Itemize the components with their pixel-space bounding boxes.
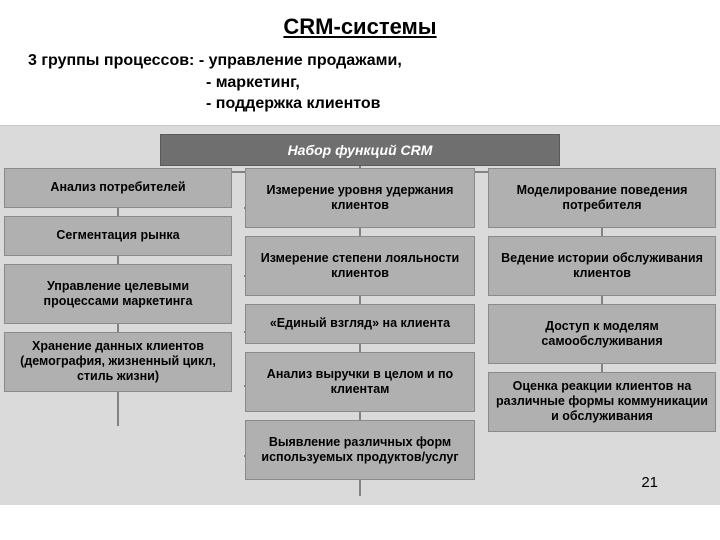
box-mid-4: Выявление различных форм используемых пр… (245, 420, 475, 480)
diagram-header: Набор функций CRM (160, 134, 560, 166)
intro-block: 3 группы процессов: - управление продажа… (0, 50, 720, 125)
diagram-columns: Анализ потребителей Сегментация рынка Уп… (0, 168, 720, 480)
column-middle: Измерение уровня удержания клиентов Изме… (245, 168, 475, 480)
box-right-3: Оценка реакции клиентов на различные фор… (488, 372, 716, 432)
intro-line-1: 3 группы процессов: - управление продажа… (28, 50, 720, 72)
box-right-2: Доступ к моделям самообслуживания (488, 304, 716, 364)
box-right-1: Ведение истории обслуживания клиентов (488, 236, 716, 296)
column-left: Анализ потребителей Сегментация рынка Уп… (4, 168, 232, 480)
box-left-1: Сегментация рынка (4, 216, 232, 256)
box-mid-1: Измерение степени лояльности клиентов (245, 236, 475, 296)
crm-diagram: Набор функций CRM Анализ потребителей Се… (0, 125, 720, 505)
column-right: Моделирование поведения потребителя Веде… (488, 168, 716, 480)
page-title: CRM-системы (0, 0, 720, 50)
intro-line-3: - поддержка клиентов (28, 93, 720, 115)
page-number: 21 (641, 474, 658, 491)
box-left-0: Анализ потребителей (4, 168, 232, 208)
intro-line-2: - маркетинг, (28, 72, 720, 94)
box-mid-0: Измерение уровня удержания клиентов (245, 168, 475, 228)
box-mid-2: «Единый взгляд» на клиента (245, 304, 475, 344)
box-left-3: Хранение данных клиентов (демография, жи… (4, 332, 232, 392)
box-mid-3: Анализ выручки в целом и по клиентам (245, 352, 475, 412)
box-right-0: Моделирование поведения потребителя (488, 168, 716, 228)
box-left-2: Управление целевыми процессами маркетинг… (4, 264, 232, 324)
